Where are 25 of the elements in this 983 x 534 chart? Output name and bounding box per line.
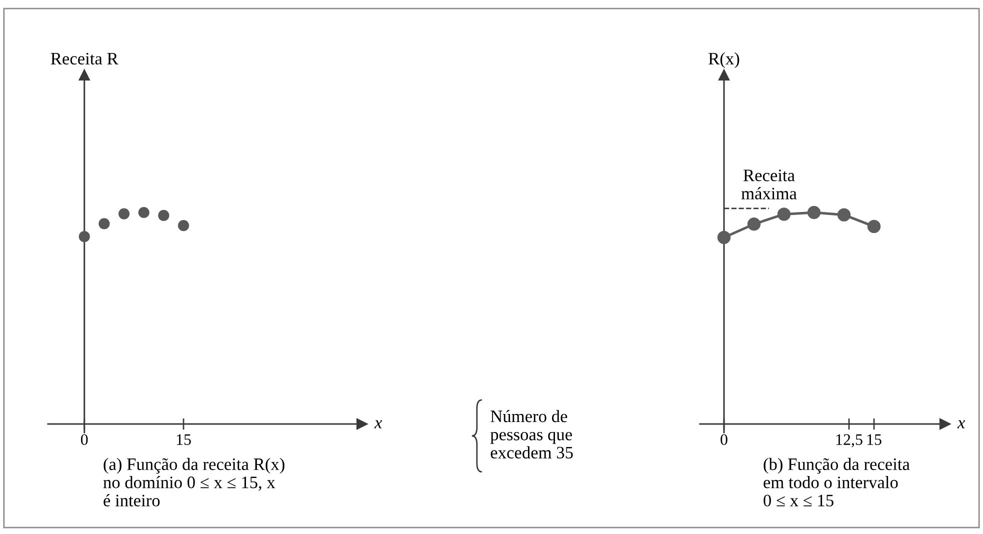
x-tick-label: 0 — [80, 434, 88, 445]
point — [78, 231, 90, 242]
point — [747, 218, 761, 231]
point — [717, 230, 731, 244]
x-axis-title: x — [957, 420, 966, 428]
x-tick-label: 15 — [176, 434, 191, 445]
point — [837, 208, 851, 222]
point — [807, 206, 821, 220]
text: (b) Função da receita em todo o intervalo 0 ≤ x ≤ 15 — [764, 458, 910, 506]
x-axis-title: x — [374, 420, 382, 428]
x-tick-label: 15 — [867, 434, 882, 445]
point — [178, 220, 190, 232]
x-tick-label: 12,5 — [836, 434, 862, 448]
point — [777, 208, 791, 221]
y-axis-title: R(x) — [708, 52, 740, 68]
y-axis-title: Receita R — [50, 52, 118, 65]
point — [158, 210, 170, 222]
text: Número de pessoas que excedem 35 — [490, 410, 573, 459]
point — [138, 206, 150, 218]
x-tick-label: 0 — [720, 434, 728, 445]
ref-line-label: Receita máxima — [741, 170, 797, 200]
point — [118, 208, 130, 220]
point — [98, 218, 110, 230]
point — [867, 220, 881, 234]
text: (a) Função da receita R(x) no domínio 0 ≤ x ≤ 15, x é inteiro — [103, 458, 284, 506]
